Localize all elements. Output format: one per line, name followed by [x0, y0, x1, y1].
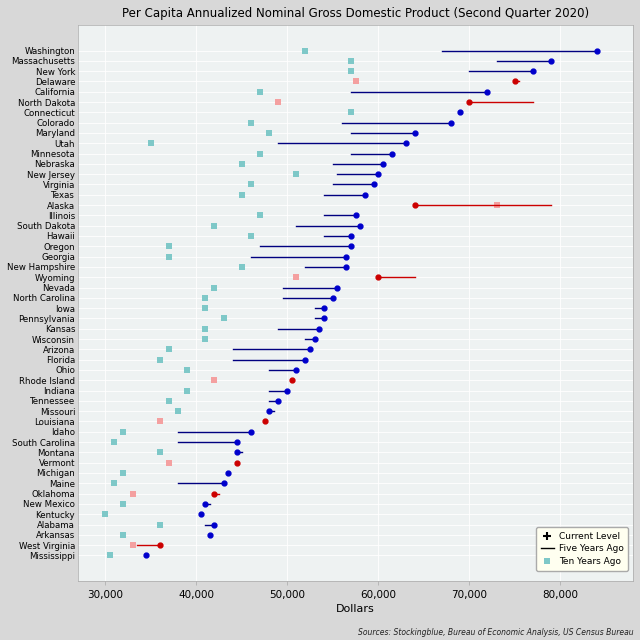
X-axis label: Dollars: Dollars	[336, 604, 375, 614]
Legend: Current Level, Five Years Ago, Ten Years Ago: Current Level, Five Years Ago, Ten Years…	[536, 527, 628, 571]
Title: Per Capita Annualized Nominal Gross Domestic Product (Second Quarter 2020): Per Capita Annualized Nominal Gross Dome…	[122, 7, 589, 20]
Text: Sources: Stockingblue, Bureau of Economic Analysis, US Census Bureau: Sources: Stockingblue, Bureau of Economi…	[358, 628, 634, 637]
